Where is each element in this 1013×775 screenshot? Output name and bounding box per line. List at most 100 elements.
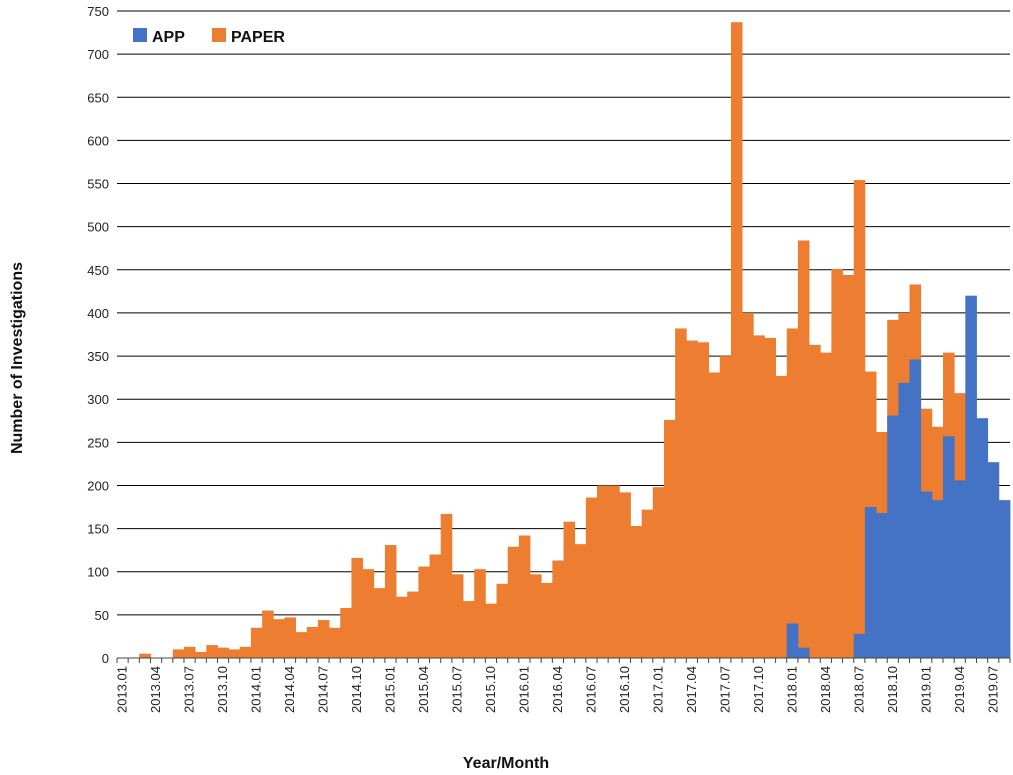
y-tick-label: 700 xyxy=(87,47,109,62)
paper-bar xyxy=(239,646,252,658)
paper-bar xyxy=(842,274,855,658)
y-axis-title: Number of Investigations xyxy=(9,262,26,454)
paper-bar xyxy=(619,492,631,658)
paper-bar xyxy=(831,268,843,658)
paper-bar xyxy=(786,328,799,658)
paper-bar xyxy=(463,601,475,658)
paper-bar xyxy=(742,312,754,658)
x-tick-label: 2018.10 xyxy=(885,666,900,713)
paper-bar xyxy=(306,626,319,658)
paper-bar xyxy=(228,649,241,658)
paper-bar xyxy=(250,627,263,658)
app-bar xyxy=(864,507,877,658)
app-series-bars xyxy=(786,295,1011,658)
paper-bar xyxy=(552,560,564,658)
x-tick-label: 2017.01 xyxy=(650,666,665,713)
paper-bar xyxy=(719,356,732,658)
paper-bar xyxy=(518,535,531,658)
paper-bar xyxy=(541,582,553,658)
paper-bar xyxy=(183,646,196,658)
x-tick-label: 2013.01 xyxy=(115,666,130,713)
app-bar xyxy=(853,633,866,658)
paper-bar xyxy=(775,375,788,658)
paper-bar xyxy=(362,569,375,658)
x-tick-label: 2019.01 xyxy=(918,666,933,713)
paper-bar xyxy=(474,569,486,658)
legend-paper-swatch xyxy=(212,28,226,42)
x-tick-label: 2013.04 xyxy=(148,666,163,713)
paper-bar xyxy=(440,513,453,658)
paper-bar xyxy=(730,22,743,658)
paper-bar xyxy=(630,526,643,658)
paper-bar xyxy=(675,328,687,658)
paper-series-bars xyxy=(139,22,966,658)
paper-bar xyxy=(195,651,207,658)
y-tick-label: 250 xyxy=(87,435,109,450)
x-tick-label: 2016.10 xyxy=(617,666,632,713)
paper-bar xyxy=(663,419,676,658)
app-bar xyxy=(797,647,810,658)
paper-bar xyxy=(340,607,352,658)
paper-bar xyxy=(608,485,620,658)
x-tick-label: 2015.01 xyxy=(382,666,397,713)
app-bar xyxy=(965,295,977,658)
x-tick-label: 2017.04 xyxy=(684,666,699,713)
y-axis-ticks: 0 50 100 150 200 250 300 350 400 450 500 550 600 650 7… xyxy=(87,4,109,666)
x-tick-label: 2015.07 xyxy=(449,666,464,713)
paper-bar xyxy=(853,180,866,658)
paper-bar xyxy=(530,574,542,658)
paper-bar xyxy=(217,647,230,658)
paper-bar xyxy=(418,566,430,658)
app-bar xyxy=(786,623,799,658)
paper-bar xyxy=(708,372,721,658)
y-tick-label: 450 xyxy=(87,263,109,278)
paper-bar xyxy=(797,240,810,658)
y-tick-label: 600 xyxy=(87,133,109,148)
paper-bar xyxy=(373,588,386,658)
x-tick-label: 2016.07 xyxy=(583,666,598,713)
y-tick-label: 50 xyxy=(95,608,109,623)
paper-bar xyxy=(641,509,654,658)
y-tick-label: 100 xyxy=(87,565,109,580)
y-tick-label: 550 xyxy=(87,177,109,192)
y-tick-label: 0 xyxy=(102,651,109,666)
x-axis-title: Year/Month xyxy=(463,755,549,772)
app-bar xyxy=(987,462,1000,658)
legend-app-swatch xyxy=(133,28,147,42)
app-bar xyxy=(943,436,955,658)
paper-bar xyxy=(139,653,151,658)
paper-bar xyxy=(507,546,520,658)
app-bar xyxy=(976,418,989,658)
paper-bar xyxy=(284,617,296,658)
paper-bar xyxy=(273,619,285,658)
x-tick-label: 2015.04 xyxy=(416,666,431,713)
paper-bar xyxy=(396,596,408,658)
paper-bar xyxy=(317,620,330,658)
x-tick-label: 2019.04 xyxy=(952,666,967,713)
paper-bar xyxy=(172,649,185,658)
paper-bar xyxy=(563,521,576,658)
paper-bar xyxy=(451,574,464,658)
paper-bar xyxy=(596,485,609,658)
paper-bar xyxy=(206,645,218,658)
x-tick-label: 2019.07 xyxy=(985,666,1000,713)
x-tick-label: 2018.01 xyxy=(784,666,799,713)
x-tick-label: 2017.10 xyxy=(751,666,766,713)
paper-bar xyxy=(429,554,442,658)
paper-bar xyxy=(295,632,308,658)
x-axis-ticks: 2013.01 2013.04 2013.07 2013.10 2014.01 2014.… xyxy=(115,658,1011,713)
app-bar xyxy=(954,480,966,658)
paper-bar xyxy=(820,352,832,658)
legend-paper-label: PAPER xyxy=(231,29,285,46)
app-bar xyxy=(931,500,944,658)
app-bar xyxy=(920,491,933,658)
x-tick-label: 2017.07 xyxy=(717,666,732,713)
paper-bar xyxy=(753,335,765,658)
y-tick-label: 500 xyxy=(87,220,109,235)
app-bar xyxy=(887,415,899,658)
paper-bar xyxy=(351,557,363,658)
x-tick-label: 2013.10 xyxy=(215,666,230,713)
y-tick-label: 150 xyxy=(87,522,109,537)
app-bar xyxy=(909,359,922,658)
